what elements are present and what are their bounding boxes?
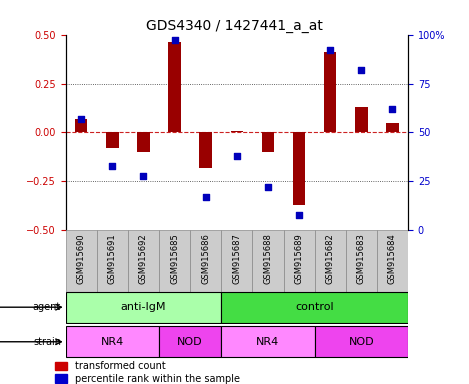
Bar — [284, 230, 315, 292]
Text: strain: strain — [33, 337, 61, 347]
Bar — [66, 326, 159, 357]
Point — [77, 116, 85, 122]
Text: GSM915683: GSM915683 — [357, 233, 366, 284]
Bar — [137, 132, 150, 152]
Text: agent: agent — [33, 302, 61, 312]
Text: GSM915690: GSM915690 — [77, 233, 86, 284]
Text: NOD: NOD — [348, 337, 374, 347]
Text: GSM915687: GSM915687 — [232, 233, 242, 284]
Text: GDS4340 / 1427441_a_at: GDS4340 / 1427441_a_at — [146, 19, 323, 33]
Bar — [66, 292, 221, 323]
Text: percentile rank within the sample: percentile rank within the sample — [75, 374, 240, 384]
Bar — [231, 131, 243, 132]
Bar — [190, 230, 221, 292]
Bar — [75, 119, 87, 132]
Bar — [55, 362, 67, 370]
Bar — [315, 326, 408, 357]
Point — [295, 212, 303, 218]
Bar — [252, 230, 284, 292]
Point — [233, 153, 241, 159]
Point — [357, 67, 365, 73]
Text: NOD: NOD — [177, 337, 203, 347]
Bar — [324, 52, 336, 132]
Text: GSM915692: GSM915692 — [139, 233, 148, 284]
Bar — [377, 230, 408, 292]
Bar — [199, 132, 212, 168]
Point — [389, 106, 396, 112]
Bar — [97, 230, 128, 292]
Text: NR4: NR4 — [257, 337, 280, 347]
Text: transformed count: transformed count — [75, 361, 166, 371]
Bar — [159, 326, 221, 357]
Text: GSM915684: GSM915684 — [388, 233, 397, 284]
Bar — [221, 292, 408, 323]
Bar — [128, 230, 159, 292]
Text: GSM915691: GSM915691 — [108, 233, 117, 284]
Bar — [159, 230, 190, 292]
Text: NR4: NR4 — [101, 337, 124, 347]
Bar — [168, 42, 181, 132]
Bar — [66, 230, 97, 292]
Point — [264, 184, 272, 190]
Point — [171, 37, 178, 43]
Bar — [221, 326, 315, 357]
Bar — [386, 123, 399, 132]
Bar — [106, 132, 119, 148]
Bar — [346, 230, 377, 292]
Point — [326, 47, 334, 53]
Text: anti-IgM: anti-IgM — [121, 302, 166, 312]
Bar — [293, 132, 305, 205]
Text: GSM915682: GSM915682 — [325, 233, 335, 284]
Text: GSM915685: GSM915685 — [170, 233, 179, 284]
Text: control: control — [295, 302, 334, 312]
Bar — [355, 107, 368, 132]
Bar — [221, 230, 252, 292]
Point — [109, 163, 116, 169]
Text: GSM915688: GSM915688 — [264, 233, 272, 284]
Point — [140, 172, 147, 179]
Point — [202, 194, 210, 200]
Bar — [55, 374, 67, 383]
Text: GSM915689: GSM915689 — [295, 233, 303, 284]
Bar — [262, 132, 274, 152]
Bar — [315, 230, 346, 292]
Text: GSM915686: GSM915686 — [201, 233, 210, 284]
